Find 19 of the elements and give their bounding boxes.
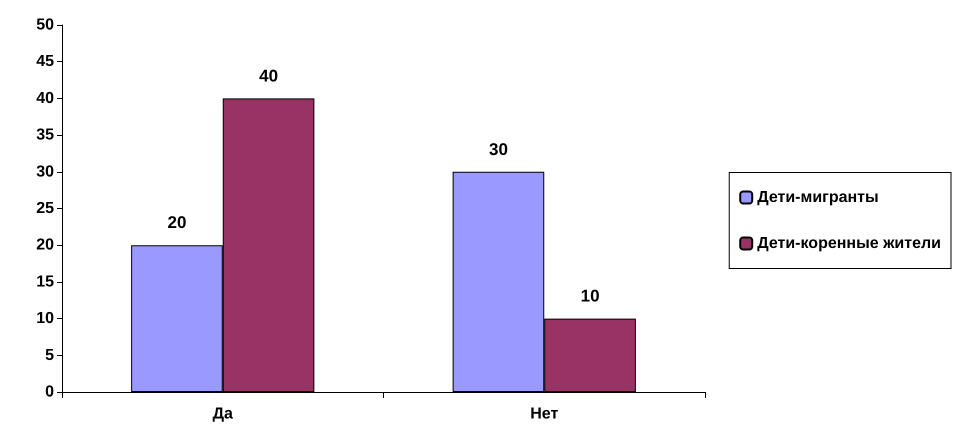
- x-tick-label: Да: [212, 406, 233, 422]
- y-tick-label: 20: [36, 236, 54, 254]
- data-label: 10: [580, 286, 600, 306]
- x-tick-label: Нет: [530, 406, 558, 422]
- y-tick-label: 45: [36, 53, 54, 70]
- y-tick-label: 50: [36, 16, 54, 34]
- y-tick-label: 5: [45, 346, 54, 364]
- y-tick-label: 10: [36, 310, 54, 328]
- y-tick-label: 25: [36, 200, 54, 217]
- y-tick-label: 40: [36, 90, 54, 107]
- data-label: 20: [167, 213, 186, 232]
- legend-label: Дети-мигранты: [757, 189, 879, 206]
- y-tick-label: 30: [36, 163, 54, 180]
- y-tick-label: 35: [36, 126, 54, 144]
- data-label: 40: [259, 66, 278, 86]
- y-tick-label: 15: [36, 273, 54, 290]
- y-tick-label: 0: [45, 384, 54, 400]
- data-label: 30: [488, 140, 508, 159]
- legend-label: Дети-коренные жители: [757, 235, 942, 252]
